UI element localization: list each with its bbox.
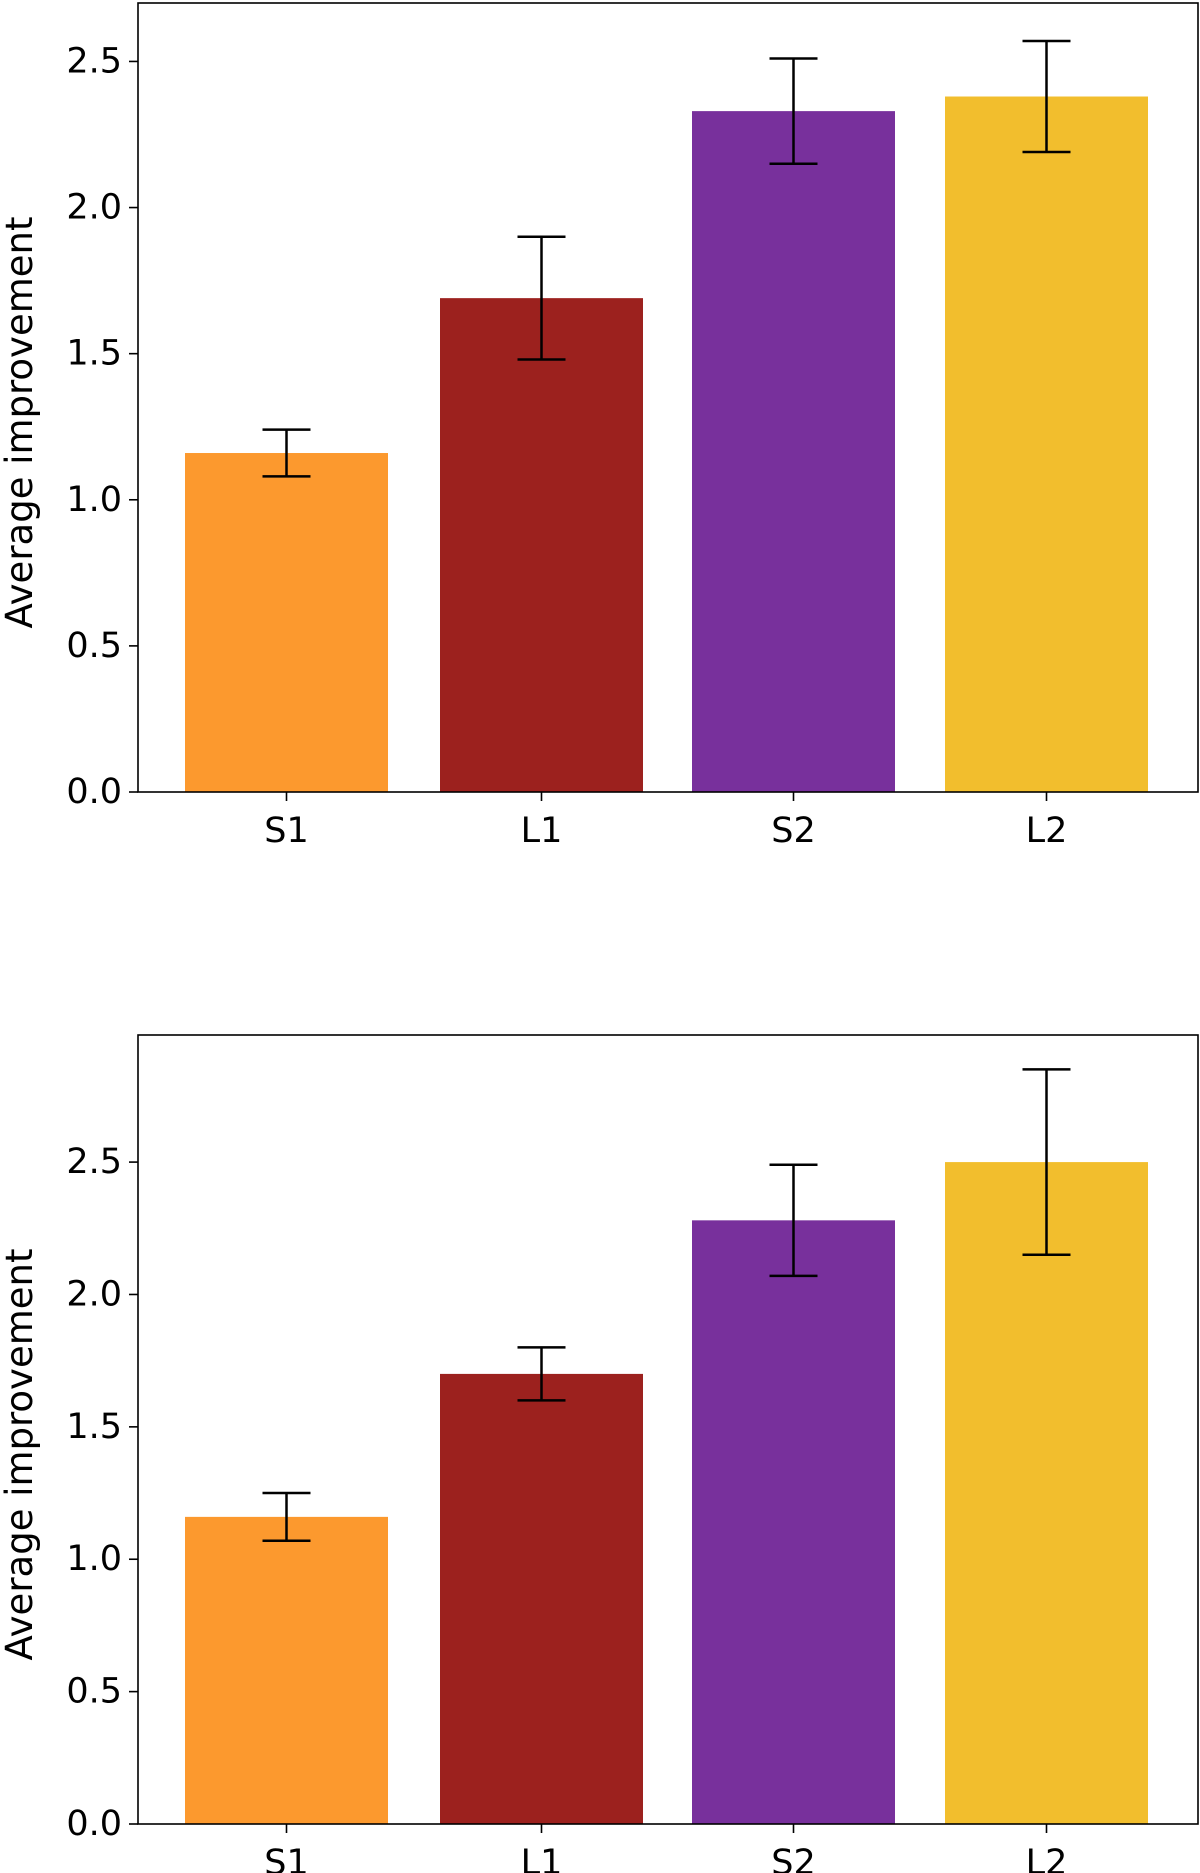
plot-frame xyxy=(137,1034,1199,1825)
error-bar-s1 xyxy=(262,428,311,478)
bar-l1 xyxy=(440,298,643,792)
y-tick-label: 1.5 xyxy=(66,334,122,374)
error-bar-s1 xyxy=(262,1491,311,1542)
x-tick-label: S2 xyxy=(771,1843,816,1873)
y-tick-label: 0.5 xyxy=(66,626,122,666)
bar-s2 xyxy=(692,1220,895,1824)
y-tick-label: 2.5 xyxy=(66,41,122,81)
y-tick-label: 0.0 xyxy=(66,1804,122,1844)
chart-2: 0.0 0.5 1.0 1.5 2.0 2.5 S1 L1 S2 L2 Average improv… xyxy=(0,1034,1199,1873)
y-axis-label: Average improvement xyxy=(0,217,41,629)
x-tick-label: L1 xyxy=(521,1843,563,1873)
bar-s2 xyxy=(692,111,895,793)
error-bar-s2 xyxy=(769,1163,818,1278)
x-tick-label: L1 xyxy=(521,811,563,851)
x-tick-label: S2 xyxy=(771,811,816,851)
x-tick-label: S1 xyxy=(264,1843,309,1873)
error-bar-s2 xyxy=(769,57,818,165)
error-bar-l1 xyxy=(517,235,566,361)
y-tick-label: 2.0 xyxy=(66,188,122,228)
bar-l1 xyxy=(440,1373,643,1824)
bar-l2 xyxy=(945,96,1148,792)
chart-1: 0.0 0.5 1.0 1.5 2.0 2.5 S1 L1 S2 L2 Average improv… xyxy=(0,2,1199,851)
error-bar-l1 xyxy=(517,1346,566,1402)
y-axis-label: Average improvement xyxy=(0,1249,41,1661)
x-tick-label: S1 xyxy=(264,811,309,851)
y-tick-label: 2.5 xyxy=(66,1142,122,1182)
bar-s1 xyxy=(185,453,388,792)
y-tick-label: 0.0 xyxy=(66,772,122,812)
y-tick-label: 2.0 xyxy=(66,1274,122,1314)
x-tick-label: L2 xyxy=(1026,1843,1068,1873)
error-bar-l2 xyxy=(1022,39,1071,154)
y-tick-label: 0.5 xyxy=(66,1672,122,1712)
plot-frame xyxy=(137,2,1199,793)
y-tick-label: 1.0 xyxy=(66,480,122,520)
bar-s1 xyxy=(185,1516,388,1824)
y-tick-label: 1.0 xyxy=(66,1539,122,1579)
error-bar-l2 xyxy=(1022,1068,1071,1257)
y-tick-label: 1.5 xyxy=(66,1407,122,1447)
bar-l2 xyxy=(945,1162,1148,1824)
x-tick-label: L2 xyxy=(1026,811,1068,851)
